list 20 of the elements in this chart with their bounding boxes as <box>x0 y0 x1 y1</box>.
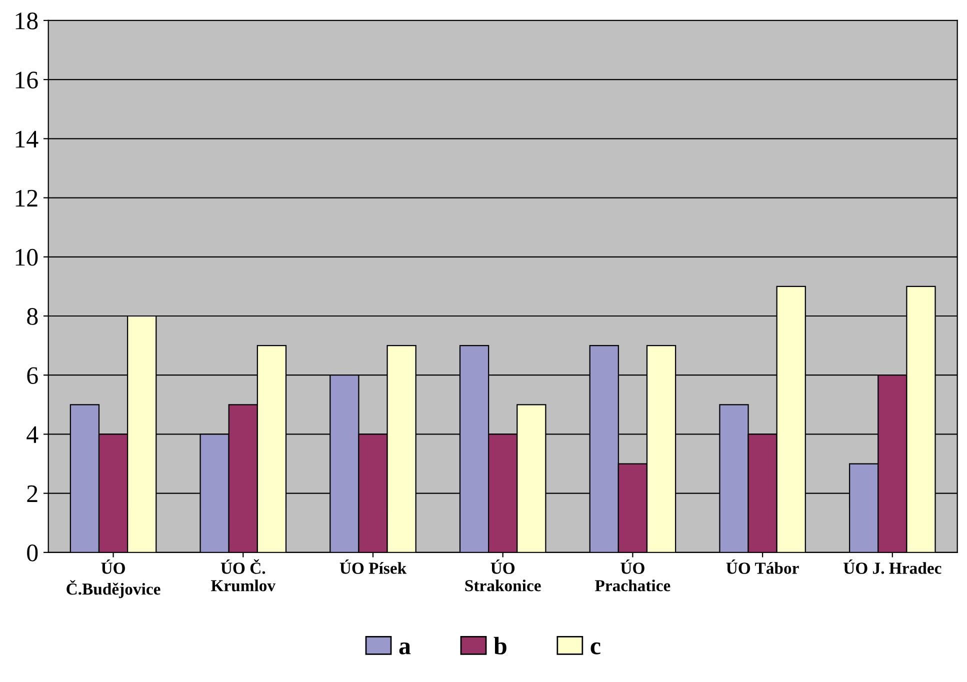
x-tick-label: ÚO Č.Budějovice <box>66 559 160 598</box>
y-tick-label: 16 <box>16 72 38 88</box>
x-tick-label: ÚO Písek <box>340 559 407 574</box>
y-tick-label: 8 <box>27 308 38 325</box>
legend-label: a <box>399 642 411 654</box>
y-tick-label: 4 <box>26 426 38 443</box>
y-tick-label: 18 <box>16 12 38 30</box>
x-tick-label: ÚO Strakonice <box>465 559 541 592</box>
x-tick-label: ÚO J. Hradec <box>844 559 942 574</box>
y-tick-label: 2 <box>27 485 38 502</box>
y-tick-label: 6 <box>27 367 38 384</box>
legend-label: c <box>590 642 600 654</box>
y-tick-label: 12 <box>16 190 38 206</box>
x-tick-label: ÚO Č. Krumlov <box>211 559 276 592</box>
x-tick-label: ÚO Tábor <box>726 559 799 574</box>
y-tick-label: 10 <box>16 248 38 266</box>
y-tick-label: 0 <box>27 544 38 562</box>
legend-label: b <box>494 636 506 654</box>
y-tick-label: 14 <box>16 130 38 148</box>
x-tick-label: ÚO Prachatice <box>595 559 670 592</box>
